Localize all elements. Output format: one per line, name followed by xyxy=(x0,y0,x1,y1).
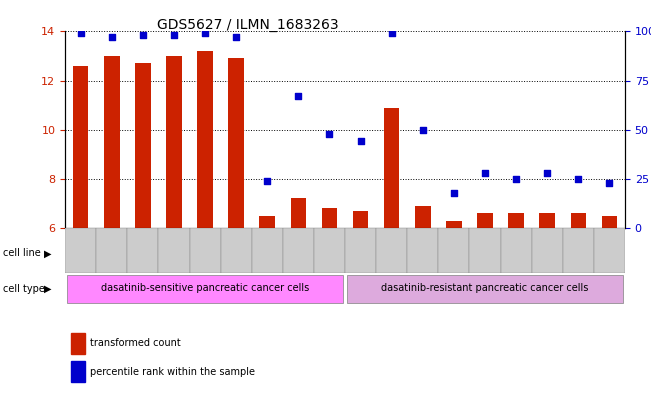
Point xyxy=(324,130,335,137)
FancyBboxPatch shape xyxy=(440,239,530,268)
Bar xyxy=(594,228,625,273)
Bar xyxy=(353,211,368,228)
Point xyxy=(107,34,117,40)
FancyBboxPatch shape xyxy=(160,239,250,268)
Point xyxy=(387,30,397,37)
Bar xyxy=(73,66,89,228)
Bar xyxy=(415,206,430,228)
Text: MiaPaCa2: MiaPaCa2 xyxy=(461,248,509,258)
Point xyxy=(169,32,179,39)
Bar xyxy=(408,228,438,273)
Bar xyxy=(252,228,283,273)
Bar xyxy=(197,51,213,228)
Bar xyxy=(104,56,120,228)
FancyBboxPatch shape xyxy=(66,275,344,303)
Bar xyxy=(446,220,462,228)
Point xyxy=(76,30,86,37)
FancyBboxPatch shape xyxy=(346,239,437,268)
Text: Panc0403: Panc0403 xyxy=(88,248,135,258)
Bar xyxy=(158,228,189,273)
Point xyxy=(542,170,553,176)
Bar xyxy=(96,228,128,273)
Bar xyxy=(189,228,221,273)
Text: cell type: cell type xyxy=(3,284,45,294)
Bar xyxy=(229,59,244,228)
Text: transformed count: transformed count xyxy=(90,338,181,349)
Bar xyxy=(135,63,150,228)
Bar xyxy=(314,228,345,273)
Bar xyxy=(540,213,555,228)
Bar xyxy=(477,213,493,228)
Bar xyxy=(562,228,594,273)
Bar xyxy=(469,228,501,273)
Text: SU8686: SU8686 xyxy=(373,248,411,258)
Bar xyxy=(128,228,158,273)
Bar xyxy=(283,228,314,273)
Bar xyxy=(602,216,617,228)
Text: Panc0504: Panc0504 xyxy=(181,248,229,258)
Bar xyxy=(384,108,400,228)
Bar xyxy=(438,228,469,273)
Bar xyxy=(71,361,85,382)
Point xyxy=(355,138,366,145)
Text: Panc1005: Panc1005 xyxy=(275,248,322,258)
Bar xyxy=(376,228,408,273)
FancyBboxPatch shape xyxy=(66,239,157,268)
Bar xyxy=(345,228,376,273)
Bar xyxy=(501,228,532,273)
Text: dasatinib-resistant pancreatic cancer cells: dasatinib-resistant pancreatic cancer ce… xyxy=(381,283,589,293)
Bar xyxy=(532,228,562,273)
Text: Panc1: Panc1 xyxy=(564,248,593,258)
Point xyxy=(449,189,459,196)
Point xyxy=(262,178,273,184)
Point xyxy=(604,180,615,186)
Bar xyxy=(290,198,306,228)
Point xyxy=(293,93,303,99)
Point xyxy=(137,32,148,39)
Text: dasatinib-sensitive pancreatic cancer cells: dasatinib-sensitive pancreatic cancer ce… xyxy=(101,283,309,293)
Text: ▶: ▶ xyxy=(44,248,52,259)
Bar xyxy=(65,228,96,273)
Point xyxy=(511,176,521,182)
FancyBboxPatch shape xyxy=(346,275,624,303)
Bar xyxy=(322,208,337,228)
Bar xyxy=(71,333,85,354)
Bar xyxy=(221,228,252,273)
Bar xyxy=(570,213,586,228)
FancyBboxPatch shape xyxy=(253,239,344,268)
Bar xyxy=(260,216,275,228)
Text: percentile rank within the sample: percentile rank within the sample xyxy=(90,367,255,377)
Bar xyxy=(508,213,524,228)
Text: cell line: cell line xyxy=(3,248,41,259)
Point xyxy=(231,34,242,40)
Bar xyxy=(166,56,182,228)
Point xyxy=(200,30,210,37)
Point xyxy=(417,127,428,133)
Text: ▶: ▶ xyxy=(44,284,52,294)
FancyBboxPatch shape xyxy=(533,239,624,268)
Point xyxy=(573,176,583,182)
Text: GDS5627 / ILMN_1683263: GDS5627 / ILMN_1683263 xyxy=(157,18,338,32)
Point xyxy=(480,170,490,176)
